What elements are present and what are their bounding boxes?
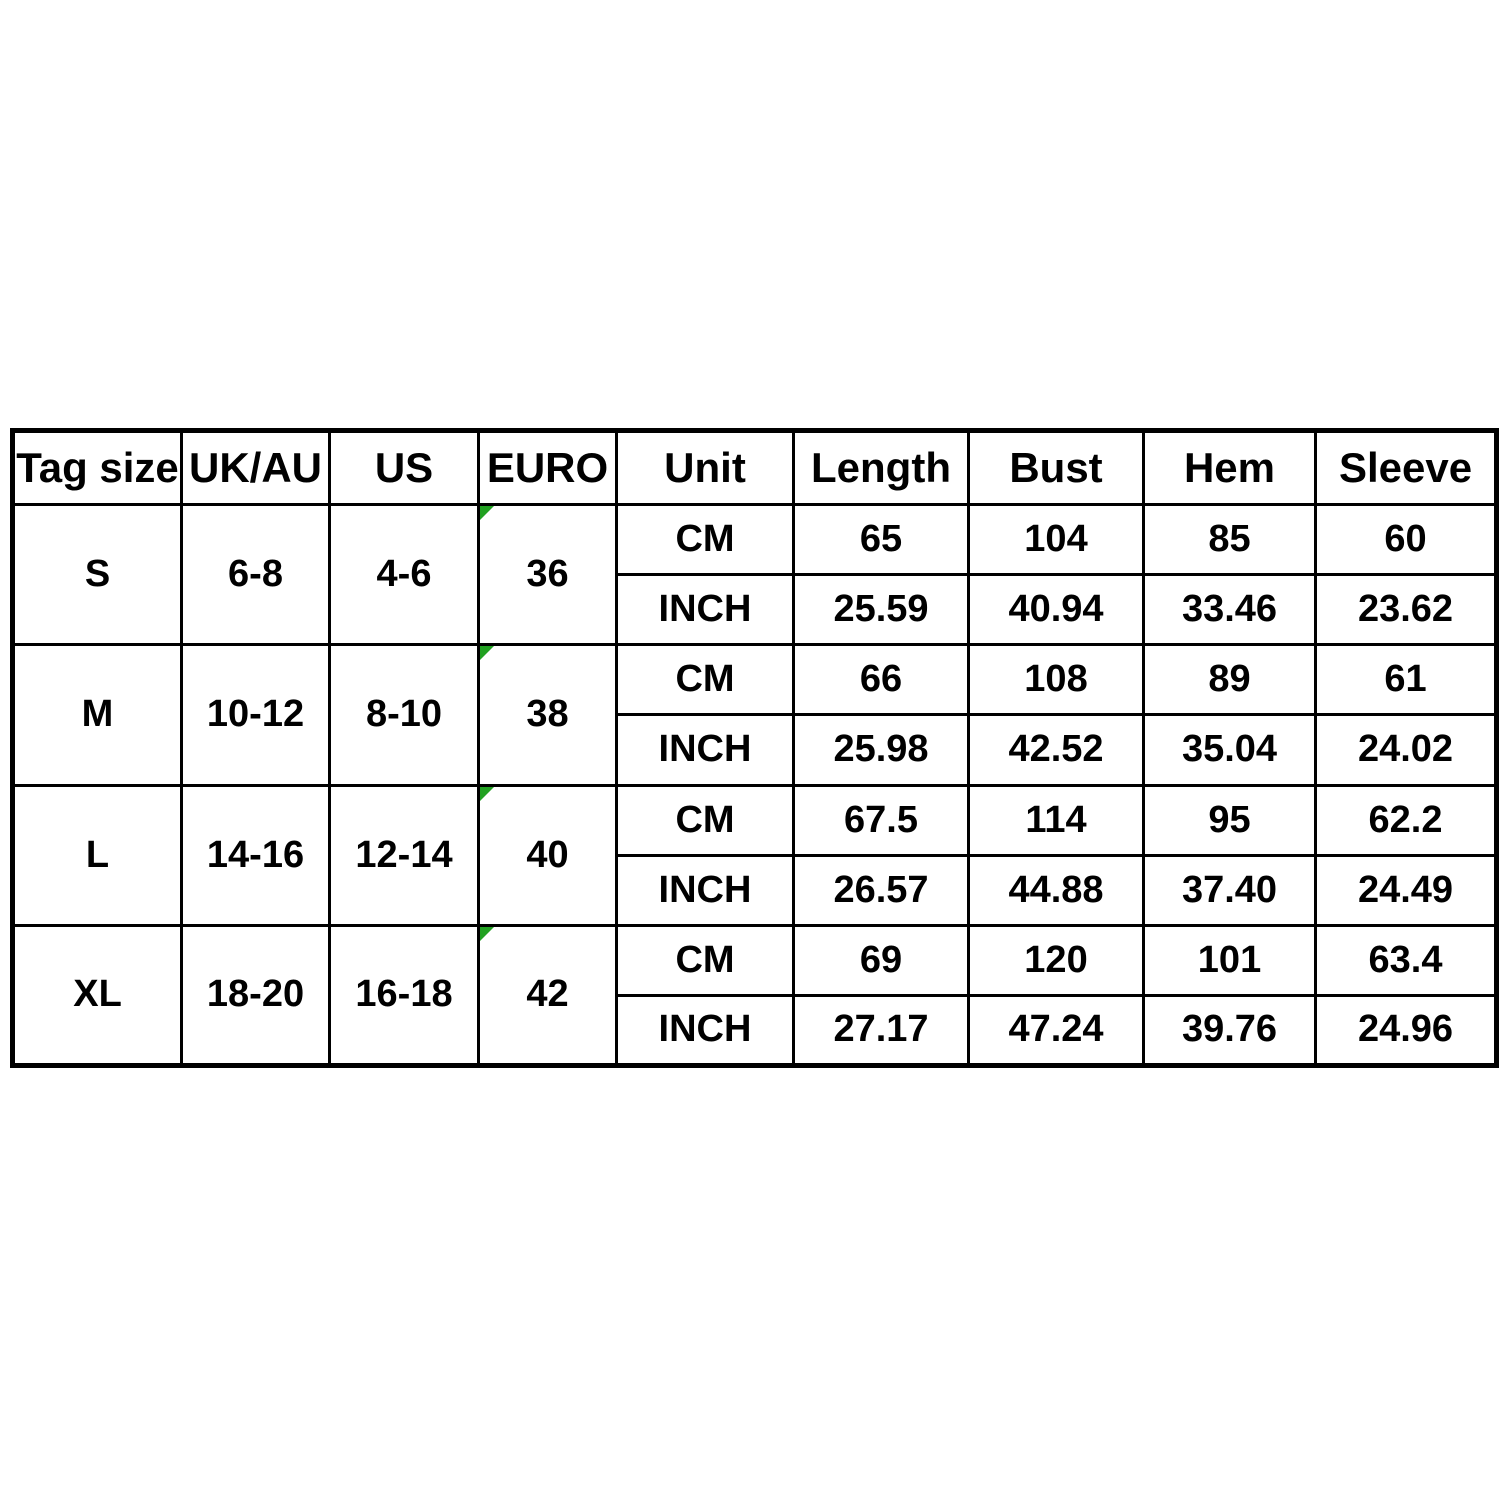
cell-m-inch-bust: 42.52 xyxy=(967,713,1145,787)
cell-xl-unit-inch: INCH xyxy=(615,993,795,1068)
cell-l-us: 12-14 xyxy=(328,783,480,927)
cell-s-unit-cm: CM xyxy=(615,502,795,577)
euro-value: 42 xyxy=(526,973,569,1016)
euro-value: 38 xyxy=(526,693,569,736)
header-us: US xyxy=(328,429,480,506)
cell-xl-euro: 42 xyxy=(477,923,618,1068)
cell-m-unit-cm: CM xyxy=(615,643,795,717)
cell-xl-inch-length: 27.17 xyxy=(792,993,970,1068)
cell-m-euro: 38 xyxy=(477,643,618,787)
cell-l-euro: 40 xyxy=(477,783,618,927)
cell-s-inch-length: 25.59 xyxy=(792,573,970,647)
cell-xl-inch-bust: 47.24 xyxy=(967,993,1145,1068)
cell-s-unit-inch: INCH xyxy=(615,573,795,647)
header-hem: Hem xyxy=(1142,429,1317,506)
cell-xl-cm-hem: 101 xyxy=(1142,923,1317,997)
cell-m-inch-hem: 35.04 xyxy=(1142,713,1317,787)
header-bust: Bust xyxy=(967,429,1145,506)
cell-s-cm-bust: 104 xyxy=(967,502,1145,577)
cell-s-tag: S xyxy=(11,502,183,647)
cell-l-cm-hem: 95 xyxy=(1142,783,1317,857)
cell-xl-cm-sleeve: 63.4 xyxy=(1314,923,1498,997)
cell-xl-us: 16-18 xyxy=(328,923,480,1068)
cell-m-cm-bust: 108 xyxy=(967,643,1145,717)
row-l-cm: L 14-16 12-14 40 CM 67.5 114 95 62.2 xyxy=(11,783,1498,927)
cell-s-ukau: 6-8 xyxy=(180,502,331,647)
cell-s-inch-sleeve: 23.62 xyxy=(1314,573,1498,647)
cell-l-inch-sleeve: 24.49 xyxy=(1314,853,1498,927)
cell-l-ukau: 14-16 xyxy=(180,783,331,927)
cell-m-unit-inch: INCH xyxy=(615,713,795,787)
cell-l-tag: L xyxy=(11,783,183,927)
cell-l-cm-length: 67.5 xyxy=(792,783,970,857)
size-chart-table: Tag size UK/AU US EURO Unit Length Bust … xyxy=(10,428,1499,1068)
error-triangle-icon xyxy=(481,647,494,661)
cell-s-euro: 36 xyxy=(477,502,618,647)
cell-xl-inch-sleeve: 24.96 xyxy=(1314,993,1498,1068)
cell-m-us: 8-10 xyxy=(328,643,480,787)
row-xl-inch: INCH 27.17 47.24 39.76 24.96 xyxy=(13,993,1498,1068)
cell-s-cm-length: 65 xyxy=(792,502,970,577)
cell-s-inch-bust: 40.94 xyxy=(967,573,1145,647)
row-l-inch: INCH 26.57 44.88 37.40 24.49 xyxy=(13,853,1498,927)
cell-m-cm-sleeve: 61 xyxy=(1314,643,1498,717)
cell-l-unit-inch: INCH xyxy=(615,853,795,927)
cell-l-inch-hem: 37.40 xyxy=(1142,853,1317,927)
row-s-cm: S 6-8 4-6 36 CM 65 104 85 60 xyxy=(11,502,1498,647)
cell-m-inch-length: 25.98 xyxy=(792,713,970,787)
row-s-inch: INCH 25.59 40.94 33.46 23.62 xyxy=(13,573,1498,647)
cell-s-inch-hem: 33.46 xyxy=(1142,573,1317,647)
euro-value: 36 xyxy=(526,553,569,596)
cell-xl-cm-length: 69 xyxy=(792,923,970,997)
cell-m-tag: M xyxy=(11,643,183,787)
cell-xl-inch-hem: 39.76 xyxy=(1142,993,1317,1068)
cell-xl-tag: XL xyxy=(11,923,183,1068)
cell-l-cm-sleeve: 62.2 xyxy=(1314,783,1498,857)
cell-xl-cm-bust: 120 xyxy=(967,923,1145,997)
row-m-cm: M 10-12 8-10 38 CM 66 108 89 61 xyxy=(11,643,1498,787)
header-row: Tag size UK/AU US EURO Unit Length Bust … xyxy=(11,429,1498,506)
cell-s-cm-sleeve: 60 xyxy=(1314,502,1498,577)
error-triangle-icon xyxy=(481,788,494,801)
cell-s-cm-hem: 85 xyxy=(1142,502,1317,577)
error-triangle-icon xyxy=(481,928,494,941)
cell-xl-ukau: 18-20 xyxy=(180,923,331,1068)
cell-m-cm-length: 66 xyxy=(792,643,970,717)
cell-m-ukau: 10-12 xyxy=(180,643,331,787)
header-unit: Unit xyxy=(615,429,795,506)
cell-m-inch-sleeve: 24.02 xyxy=(1314,713,1498,787)
error-triangle-icon xyxy=(481,507,494,520)
header-uk-au: UK/AU xyxy=(180,429,331,506)
header-euro: EURO xyxy=(477,429,618,506)
cell-l-inch-bust: 44.88 xyxy=(967,853,1145,927)
cell-l-cm-bust: 114 xyxy=(967,783,1145,857)
row-xl-cm: XL 18-20 16-18 42 CM 69 120 101 63.4 xyxy=(11,923,1498,1068)
header-sleeve: Sleeve xyxy=(1314,429,1498,506)
header-tag-size: Tag size xyxy=(11,429,183,506)
cell-s-us: 4-6 xyxy=(328,502,480,647)
header-length: Length xyxy=(792,429,970,506)
cell-xl-unit-cm: CM xyxy=(615,923,795,997)
euro-value: 40 xyxy=(526,833,569,876)
cell-m-cm-hem: 89 xyxy=(1142,643,1317,717)
cell-l-inch-length: 26.57 xyxy=(792,853,970,927)
row-m-inch: INCH 25.98 42.52 35.04 24.02 xyxy=(13,713,1498,787)
cell-l-unit-cm: CM xyxy=(615,783,795,857)
